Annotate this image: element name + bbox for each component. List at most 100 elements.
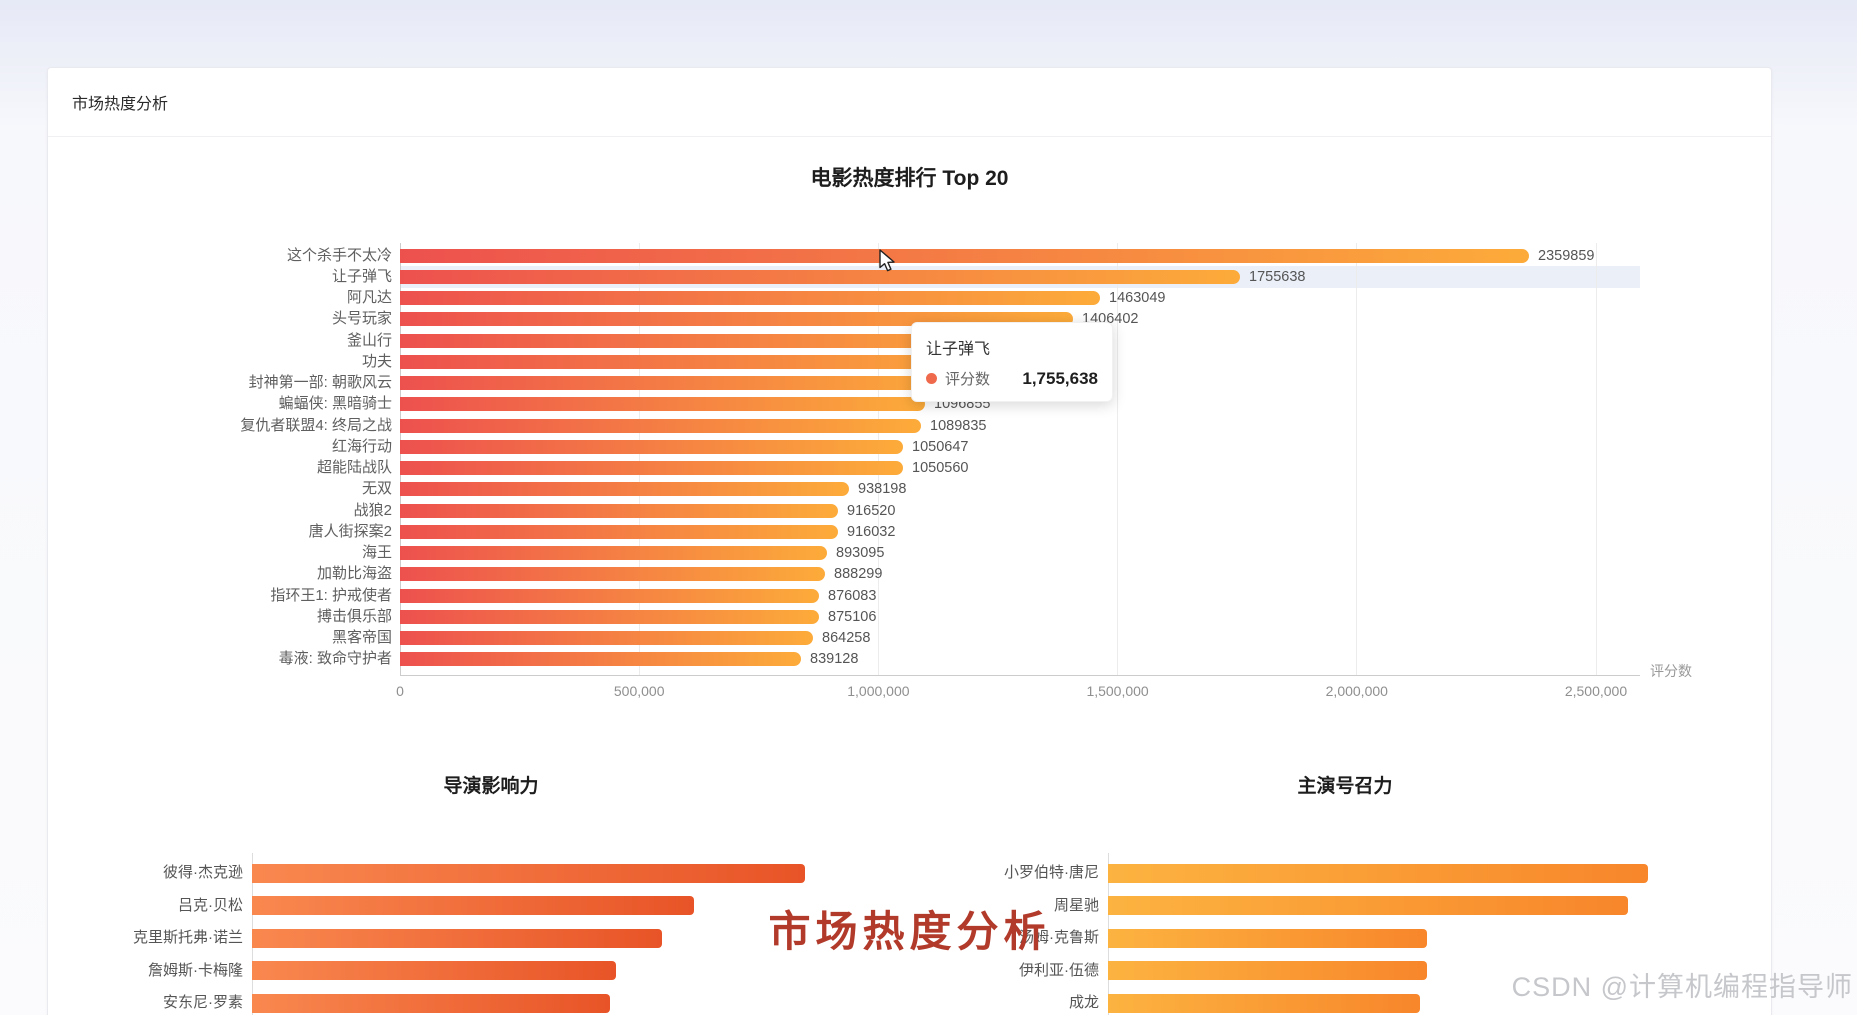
bar-value-label: 916032 bbox=[847, 523, 896, 540]
bar[interactable] bbox=[1108, 896, 1628, 916]
y-axis-label: 蝙蝠侠: 黑暗骑士 bbox=[278, 395, 392, 413]
bar-value-label: 876083 bbox=[828, 587, 877, 604]
y-axis-label: 海王 bbox=[361, 544, 392, 562]
bar[interactable] bbox=[252, 961, 616, 981]
bar[interactable] bbox=[400, 482, 849, 497]
x-axis-line bbox=[400, 674, 1640, 676]
bar-value-label: 864258 bbox=[822, 630, 871, 647]
bar[interactable] bbox=[252, 863, 805, 883]
mouse-cursor-icon bbox=[879, 249, 895, 272]
bar[interactable] bbox=[1108, 863, 1648, 883]
y-axis-label: 克里斯托弗·诺兰 bbox=[133, 929, 243, 947]
bar[interactable] bbox=[400, 248, 1529, 263]
bar[interactable] bbox=[400, 546, 827, 561]
bar[interactable] bbox=[400, 312, 1073, 327]
x-tick-label: 1,500,000 bbox=[1086, 683, 1149, 699]
bar-value-label: 893095 bbox=[836, 545, 885, 562]
bar-value-label: 1050560 bbox=[912, 460, 969, 477]
y-axis-label: 汤姆·克鲁斯 bbox=[1019, 929, 1099, 947]
series-dot-icon bbox=[926, 373, 937, 384]
gridline bbox=[1595, 243, 1597, 675]
center-watermark: 市场热度分析 bbox=[768, 908, 1051, 955]
bar-value-label: 1463049 bbox=[1109, 290, 1166, 307]
main-chart-title: 电影热度排行 Top 20 bbox=[810, 167, 1009, 190]
bar[interactable] bbox=[1108, 961, 1427, 981]
card-title: 市场热度分析 bbox=[72, 96, 169, 113]
y-axis-label: 封神第一部: 朝歌风云 bbox=[248, 374, 392, 392]
y-axis-label: 吕克·贝松 bbox=[178, 896, 243, 914]
x-axis-name: 评分数 bbox=[1650, 663, 1692, 679]
gridline bbox=[1356, 243, 1358, 675]
y-axis-label: 超能陆战队 bbox=[316, 459, 392, 477]
bar[interactable] bbox=[400, 418, 921, 433]
bar-value-label: 875106 bbox=[828, 608, 877, 625]
y-axis-label: 小罗伯特·唐尼 bbox=[1004, 864, 1099, 881]
y-axis-label: 这个杀手不太冷 bbox=[286, 246, 392, 264]
tooltip-row: 评分数 1,755,638 bbox=[926, 368, 1098, 389]
bar[interactable] bbox=[400, 652, 801, 667]
tooltip-series-label: 评分数 bbox=[945, 371, 991, 388]
x-tick-label: 1,000,000 bbox=[847, 683, 910, 699]
bar[interactable] bbox=[400, 567, 825, 582]
bar[interactable] bbox=[400, 291, 1100, 306]
chart-tooltip: 让子弹飞 评分数 1,755,638 bbox=[911, 322, 1113, 402]
tooltip-value: 1,755,638 bbox=[1022, 368, 1098, 388]
y-axis-label: 安东尼·罗素 bbox=[163, 994, 243, 1012]
analysis-card: 市场热度分析 bbox=[47, 67, 1772, 1015]
bar[interactable] bbox=[400, 269, 1240, 284]
director-chart-title: 导演影响力 bbox=[443, 776, 539, 797]
y-axis-label: 无双 bbox=[361, 480, 392, 498]
y-axis-label: 伊利亚·伍德 bbox=[1019, 961, 1099, 979]
bar-value-label: 1089835 bbox=[930, 417, 987, 434]
y-axis-label: 指环王1: 护戒使者 bbox=[270, 586, 392, 604]
bar-value-label: 888299 bbox=[834, 566, 883, 583]
y-axis-label: 阿凡达 bbox=[346, 289, 392, 307]
bar[interactable] bbox=[1108, 993, 1420, 1013]
y-axis-label: 搏击俱乐部 bbox=[316, 607, 392, 625]
y-axis-label: 詹姆斯·卡梅隆 bbox=[148, 961, 243, 979]
x-tick-label: 500,000 bbox=[613, 683, 665, 699]
bar[interactable] bbox=[400, 354, 998, 369]
y-axis-label: 战狼2 bbox=[353, 501, 392, 519]
card-header: 市场热度分析 bbox=[48, 68, 1771, 137]
x-tick-label: 2,000,000 bbox=[1325, 683, 1388, 699]
bar[interactable] bbox=[400, 588, 819, 603]
bar[interactable] bbox=[400, 461, 903, 476]
gridline bbox=[638, 243, 640, 675]
y-axis-label: 成龙 bbox=[1068, 994, 1099, 1012]
y-axis-label: 让子弹飞 bbox=[331, 267, 392, 285]
bar[interactable] bbox=[252, 993, 610, 1013]
bar-value-label: 916520 bbox=[847, 502, 896, 519]
gridline bbox=[1117, 243, 1119, 675]
y-axis-label: 周星驰 bbox=[1053, 896, 1099, 914]
bar[interactable] bbox=[252, 928, 662, 948]
bar[interactable] bbox=[400, 524, 838, 539]
bar[interactable] bbox=[400, 631, 813, 646]
bar[interactable] bbox=[400, 609, 819, 624]
bar[interactable] bbox=[400, 376, 955, 391]
bar[interactable] bbox=[252, 896, 694, 916]
y-axis-label: 功夫 bbox=[361, 352, 392, 370]
csdn-watermark: CSDN @计算机编程指导师 bbox=[1511, 972, 1853, 1002]
bar-value-label: 1755638 bbox=[1249, 268, 1306, 285]
bar-value-label: 2359859 bbox=[1538, 247, 1595, 264]
bar[interactable] bbox=[400, 503, 838, 518]
x-tick-label: 2,500,000 bbox=[1564, 683, 1628, 699]
bar-value-label: 839128 bbox=[810, 651, 859, 668]
y-axis-label: 黑客帝国 bbox=[331, 629, 392, 647]
bar-value-label: 938198 bbox=[858, 481, 907, 498]
y-axis-line bbox=[399, 243, 401, 675]
y-axis-label: 釜山行 bbox=[346, 331, 392, 349]
bar[interactable] bbox=[400, 333, 1041, 348]
bar[interactable] bbox=[400, 439, 903, 454]
y-axis-label: 加勒比海盗 bbox=[316, 565, 392, 583]
y-axis-label: 红海行动 bbox=[331, 437, 392, 455]
y-axis-label: 彼得·杰克逊 bbox=[163, 864, 243, 881]
bar-value-label: 1050647 bbox=[912, 438, 969, 455]
bar[interactable] bbox=[400, 397, 925, 412]
bar[interactable] bbox=[1108, 928, 1427, 948]
